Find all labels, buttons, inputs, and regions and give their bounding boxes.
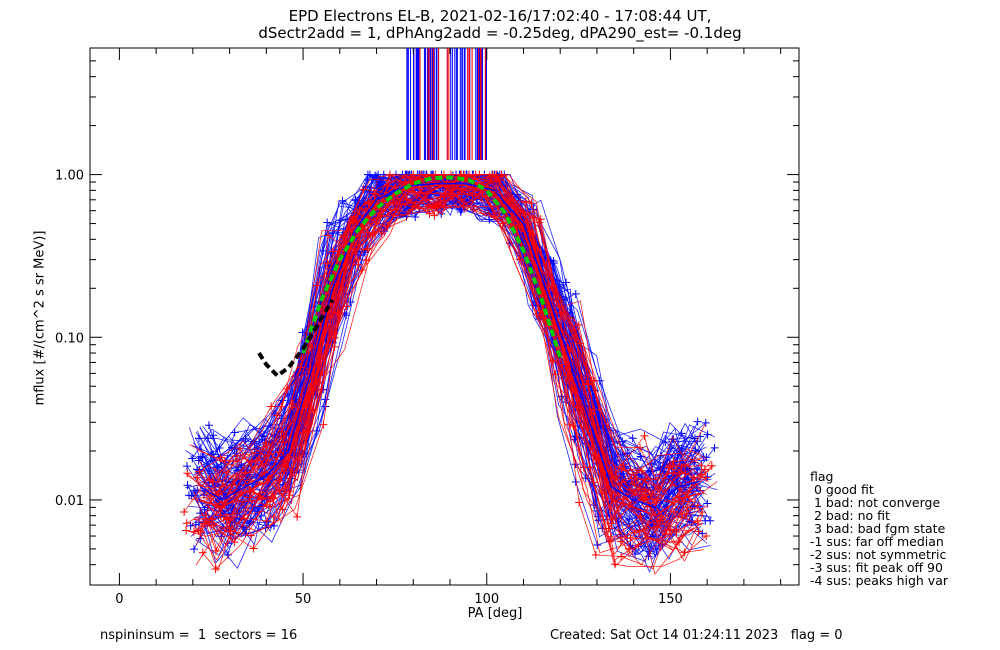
data-marker: [196, 528, 205, 537]
y-tick-label: 0.01: [55, 494, 84, 509]
legend-item-1: 1 bad: not converge: [810, 495, 941, 510]
data-marker: [193, 473, 202, 482]
legend-title: flag: [810, 469, 834, 484]
legend-item-2: 2 bad: no fit: [810, 508, 890, 523]
trace-line: [195, 182, 714, 523]
data-marker: [700, 465, 709, 474]
series-line: [199, 182, 700, 509]
legend-item-3: 3 bad: bad fgm state: [810, 521, 946, 536]
flag-legend: flag 0 good fit 1 bad: not converge 2 ba…: [810, 470, 948, 587]
trace-line: [203, 173, 698, 535]
data-marker: [693, 417, 702, 426]
trace-line: [213, 181, 695, 509]
data-marker: [182, 526, 191, 535]
data-marker: [697, 470, 706, 479]
trace-line: [207, 173, 694, 547]
series-line: [199, 184, 701, 517]
footer-created: Created: Sat Oct 14 01:24:11 2023 flag =…: [550, 628, 843, 643]
x-axis-label-text: PA [deg]: [467, 606, 523, 621]
data-marker: [196, 452, 205, 461]
data-marker: [182, 519, 191, 528]
x-tick-label: 0: [115, 592, 123, 607]
trace-line: [209, 174, 694, 491]
fit-curve: [301, 175, 563, 359]
y-axis-label: mflux [#/(cm^2 s sr MeV)]: [32, 230, 48, 406]
x-axis-label: PA [deg]: [0, 606, 1000, 621]
data-marker: [697, 461, 706, 470]
legend-item-5: -2 sus: not symmetric: [810, 547, 947, 562]
trace-line: [215, 174, 686, 532]
trace-line: [198, 173, 699, 487]
data-marker: [707, 461, 716, 470]
chart-title: EPD Electrons EL-B, 2021-02-16/17:02:40 …: [288, 7, 712, 25]
data-marker: [189, 486, 198, 495]
x-tick-label: 50: [295, 592, 312, 607]
legend-item-4: -1 sus: far off median: [810, 534, 944, 549]
legend-item-6: -3 sus: fit peak off 90: [810, 560, 943, 575]
trace-line: [189, 174, 703, 552]
data-marker: [195, 518, 204, 527]
data-marker: [183, 469, 192, 478]
fit-curve: [257, 298, 335, 379]
trace-line: [204, 174, 702, 504]
plot-frame: [89, 47, 800, 586]
trace-line: [200, 174, 699, 533]
trace-line: [193, 174, 697, 552]
trace-line: [197, 179, 695, 486]
legend-item-7: -4 sus: peaks high var: [810, 573, 949, 588]
y-tick-label: 0.10: [55, 331, 84, 346]
footer-info: nspininsum = 1 sectors = 16: [100, 628, 298, 643]
chart-subtitle: dSectr2add = 1, dPhAng2add = -0.25deg, d…: [258, 24, 742, 42]
data-marker: [180, 507, 189, 516]
trace-line: [193, 174, 703, 478]
data-marker: [701, 473, 710, 482]
trace-line: [207, 174, 693, 521]
trace-line: [195, 173, 703, 566]
data-marker: [188, 454, 197, 463]
legend-item-0: 0 good fit: [810, 482, 874, 497]
trace-line: [202, 174, 707, 570]
data-marker: [698, 508, 707, 517]
data-marker: [182, 462, 191, 471]
y-tick-label: 1.00: [55, 169, 84, 184]
trace-line: [194, 173, 700, 475]
x-tick-label: 100: [474, 592, 499, 607]
x-tick-label: 150: [658, 592, 683, 607]
trace-line: [211, 173, 699, 558]
